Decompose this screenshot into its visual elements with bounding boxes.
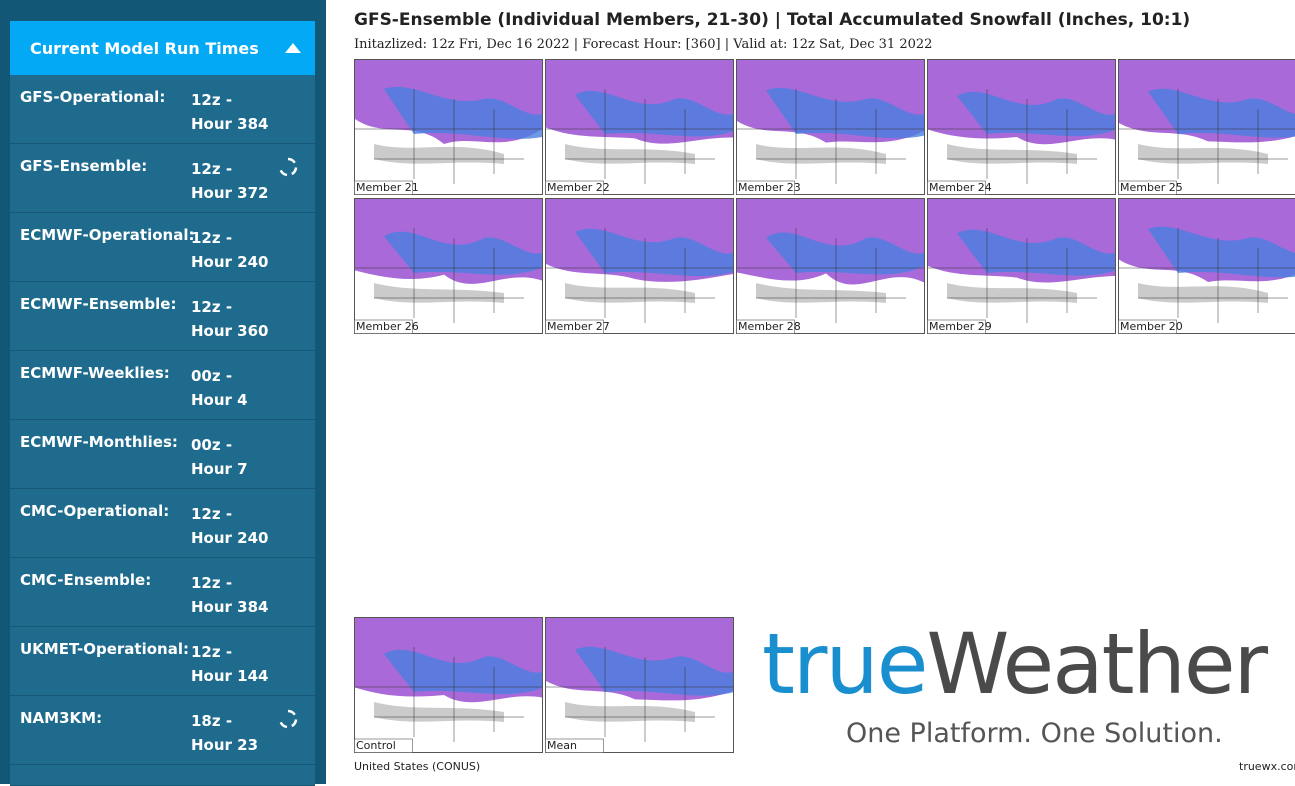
sidebar: Current Model Run Times GFS-Operational:… (0, 0, 326, 784)
run-time: 18z - Hour 23 (191, 709, 276, 757)
member-label: Member 27 (547, 320, 610, 333)
run-row: ECMWF-Weeklies: 00z - Hour 4 (10, 351, 315, 420)
member-label: Member 22 (547, 181, 610, 194)
map-thumbnail[interactable]: Member 25 (1118, 59, 1295, 195)
member-label: Member 24 (929, 181, 992, 194)
map-thumbnail[interactable]: Member 23 (736, 59, 925, 195)
footer-left: United States (CONUS) (354, 760, 480, 773)
loading-spinner (277, 156, 299, 178)
map-thumbnail[interactable]: Member 20 (1118, 198, 1295, 334)
map-thumbnail[interactable]: Member 24 (927, 59, 1116, 195)
run-time: 12z - Hour 384 (191, 571, 276, 619)
model-name: ECMWF-Ensemble: (20, 295, 176, 313)
run-time: 00z - Hour 7 (191, 433, 276, 481)
run-times-panel: Current Model Run Times GFS-Operational:… (10, 21, 315, 786)
run-time: 00z - Hour 4 (191, 364, 276, 412)
map-thumbnail[interactable]: Control (354, 617, 543, 753)
map-thumbnail[interactable]: Member 22 (545, 59, 734, 195)
panel-header[interactable]: Current Model Run Times (10, 21, 315, 75)
run-time: 12z - Hour 360 (191, 295, 276, 343)
map-title: GFS-Ensemble (Individual Members, 21-30)… (354, 10, 1190, 30)
logo-true: true (762, 615, 926, 713)
run-row: NAM3KM: 18z - Hour 23 (10, 696, 315, 765)
run-row: ECMWF-Operational:12z - Hour 240 (10, 213, 315, 282)
panel-title: Current Model Run Times (30, 39, 259, 58)
spinner-arc (280, 159, 296, 175)
model-name: GFS-Ensemble: (20, 157, 147, 175)
member-label: Mean (547, 739, 577, 752)
run-time: 12z - Hour 144 (191, 640, 276, 688)
member-label: Member 23 (738, 181, 801, 194)
collapse-arrow[interactable] (285, 43, 301, 53)
spinner-arc (280, 711, 296, 727)
main: GFS-Ensemble (Individual Members, 21-30)… (354, 0, 1295, 784)
member-label: Member 26 (356, 320, 419, 333)
run-row: GFS-Ensemble: 12z - Hour 372 (10, 144, 315, 213)
model-name: NAM3KM: (20, 709, 102, 727)
map-thumbnail[interactable]: Member 28 (736, 198, 925, 334)
model-name: CMC-Ensemble: (20, 571, 151, 589)
member-label: Member 21 (356, 181, 419, 194)
row-partial (10, 765, 315, 786)
rows: GFS-Operational: 12z - Hour 384 GFS-Ensemb… (10, 75, 315, 765)
model-name: ECMWF-Operational: (20, 226, 194, 244)
map-thumbnail[interactable]: Member 29 (927, 198, 1116, 334)
map-thumbnail[interactable]: Member 21 (354, 59, 543, 195)
run-row: UKMET-Operational:12z - Hour 144 (10, 627, 315, 696)
member-label: Control (356, 739, 396, 752)
map-thumbnail[interactable]: Member 26 (354, 198, 543, 334)
run-row: CMC-Operational: 12z - Hour 240 (10, 489, 315, 558)
member-label: Member 29 (929, 320, 992, 333)
map-thumbnail[interactable]: Member 27 (545, 198, 734, 334)
model-name: ECMWF-Monthlies: (20, 433, 178, 451)
run-time: 12z - Hour 372 (191, 157, 276, 205)
run-row: CMC-Ensemble: 12z - Hour 384 (10, 558, 315, 627)
run-time: 12z - Hour 240 (191, 226, 276, 274)
run-row: ECMWF-Monthlies: 00z - Hour 7 (10, 420, 315, 489)
footer-right: truewx.com (1239, 760, 1295, 773)
map-thumbnail[interactable]: Mean (545, 617, 734, 753)
run-row: GFS-Operational: 12z - Hour 384 (10, 75, 315, 144)
model-name: UKMET-Operational: (20, 640, 189, 658)
model-name: ECMWF-Weeklies: (20, 364, 170, 382)
member-label: Member 28 (738, 320, 801, 333)
logo-weather: Weather (926, 615, 1266, 713)
run-time: 12z - Hour 384 (191, 88, 276, 136)
member-label: Member 20 (1120, 320, 1183, 333)
run-row: ECMWF-Ensemble: 12z - Hour 360 (10, 282, 315, 351)
map-subtitle: Initazlized: 12z Fri, Dec 16 2022 | Fore… (354, 37, 932, 52)
member-label: Member 25 (1120, 181, 1183, 194)
loading-spinner (277, 708, 299, 730)
logo: trueWeather (762, 615, 1266, 713)
model-name: CMC-Operational: (20, 502, 169, 520)
model-name: GFS-Operational: (20, 88, 165, 106)
logo-tagline: One Platform. One Solution. (846, 718, 1223, 749)
run-time: 12z - Hour 240 (191, 502, 276, 550)
